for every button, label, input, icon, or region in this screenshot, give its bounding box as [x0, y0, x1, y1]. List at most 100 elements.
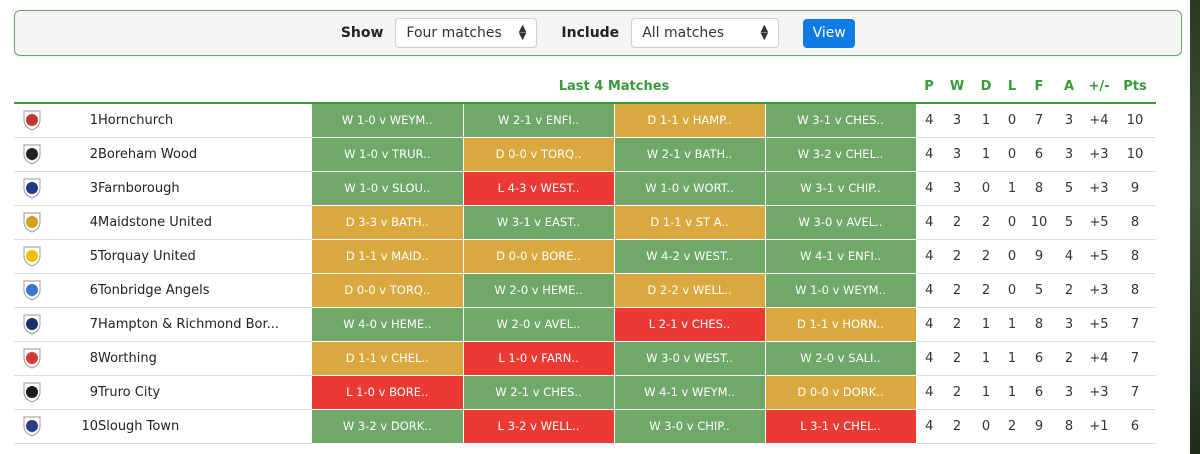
stat-goals-against: 3 [1064, 316, 1074, 332]
stat-played: 4 [925, 418, 934, 434]
stat-won: 3 [952, 180, 962, 196]
match-result[interactable]: W 1-0 v WEYM.. [312, 103, 464, 138]
match-result[interactable]: D 0-0 v BORE.. [463, 239, 615, 274]
stat-drawn: 1 [981, 384, 991, 400]
include-label: Include [561, 25, 620, 41]
stat-header-d[interactable]: D [972, 70, 1000, 104]
match-result[interactable]: L 2-1 v CHES.. [614, 307, 766, 342]
stat-header-w[interactable]: W [942, 70, 972, 104]
match-result[interactable]: W 1-0 v WEYM.. [765, 273, 917, 308]
match-result[interactable]: W 1-0 v SLOU.. [312, 171, 464, 206]
stat-won: 3 [952, 146, 962, 162]
view-button[interactable]: View [803, 18, 856, 48]
table-row[interactable]: 4 Maidstone United D 3-3 v BATH.. W 3-1 v E… [14, 205, 1156, 240]
table-row[interactable]: 7 Hampton & Richmond Bor... W 4-0 v HEME..… [14, 307, 1156, 342]
team-name[interactable]: Hampton & Richmond Bor... [98, 316, 280, 332]
match-result[interactable]: W 1-0 v TRUR.. [312, 137, 464, 172]
team-name[interactable]: Boreham Wood [98, 146, 198, 162]
match-result[interactable]: W 3-1 v CHES.. [765, 103, 917, 138]
match-result[interactable]: D 2-2 v WELL.. [614, 273, 766, 308]
position: 3 [89, 180, 98, 196]
match-result[interactable]: W 3-1 v EAST.. [463, 205, 615, 240]
include-select[interactable]: All matches ▲ ▼ [631, 18, 780, 48]
match-result[interactable]: D 1-1 v CHEL.. [312, 341, 464, 376]
stat-header-a[interactable]: A [1054, 70, 1084, 104]
table-row[interactable]: 6 Tonbridge Angels D 0-0 v TORQ.. W 2-0 v H… [14, 273, 1156, 308]
stat-won: 2 [952, 384, 962, 400]
match-result[interactable]: L 3-1 v CHEL.. [765, 409, 917, 444]
table-row[interactable]: 2 Boreham Wood W 1-0 v TRUR.. D 0-0 v TORQ.… [14, 137, 1156, 172]
stat-header-pts[interactable]: Pts [1114, 70, 1156, 104]
table-row[interactable]: 10 Slough Town W 3-2 v DORK.. L 3-2 v WELL.… [14, 409, 1156, 444]
match-result[interactable]: W 2-1 v CHES.. [463, 375, 615, 410]
team-name[interactable]: Truro City [98, 384, 161, 400]
stat-header-gd[interactable]: +/- [1084, 70, 1114, 104]
club-crest-icon [14, 273, 50, 307]
table-row[interactable]: 3 Farnborough W 1-0 v SLOU.. L 4-3 v WEST..… [14, 171, 1156, 206]
club-crest-icon [14, 239, 50, 273]
team-name[interactable]: Torquay United [98, 248, 196, 264]
team-name[interactable]: Tonbridge Angels [98, 282, 210, 298]
match-result[interactable]: W 2-0 v HEME.. [463, 273, 615, 308]
club-crest-icon [14, 171, 50, 205]
match-result[interactable]: W 3-0 v WEST.. [614, 341, 766, 376]
stat-lost: 1 [1007, 316, 1017, 332]
match-result[interactable]: W 1-0 v WORT.. [614, 171, 766, 206]
match-result[interactable]: L 1-0 v FARN.. [463, 341, 615, 376]
team-name[interactable]: Worthing [98, 350, 157, 366]
position: 7 [89, 316, 98, 332]
table-row[interactable]: 8 Worthing D 1-1 v CHEL.. L 1-0 v FARN.. W 3… [14, 341, 1156, 376]
stat-lost: 0 [1007, 282, 1017, 298]
match-result[interactable]: W 2-1 v ENFI.. [463, 103, 615, 138]
match-result[interactable]: W 3-0 v CHIP.. [614, 409, 766, 444]
stat-goal-difference: +1 [1089, 418, 1109, 434]
match-result[interactable]: W 2-1 v BATH.. [614, 137, 766, 172]
match-result[interactable]: W 3-2 v CHEL.. [765, 137, 917, 172]
stat-goal-difference: +4 [1089, 112, 1109, 128]
match-result[interactable]: D 3-3 v BATH.. [312, 205, 464, 240]
team-name[interactable]: Farnborough [98, 180, 180, 196]
stat-header-p[interactable]: P [916, 70, 942, 104]
stat-goal-difference: +3 [1089, 146, 1109, 162]
match-result[interactable]: W 3-2 v DORK.. [312, 409, 464, 444]
match-result[interactable]: W 3-0 v AVEL.. [765, 205, 917, 240]
match-result[interactable]: D 1-1 v ST A.. [614, 205, 766, 240]
stat-header-l[interactable]: L [1000, 70, 1024, 104]
match-result[interactable]: W 3-1 v CHIP.. [765, 171, 917, 206]
show-select[interactable]: Four matches ▲ ▼ [395, 18, 538, 48]
match-result[interactable]: D 0-0 v TORQ.. [463, 137, 615, 172]
stat-won: 2 [952, 248, 962, 264]
match-result[interactable]: W 4-2 v WEST.. [614, 239, 766, 274]
team-name[interactable]: Slough Town [98, 418, 180, 434]
match-result[interactable]: D 1-1 v MAID.. [312, 239, 464, 274]
team-name[interactable]: Maidstone United [98, 214, 212, 230]
match-result[interactable]: L 3-2 v WELL.. [463, 409, 615, 444]
table-row[interactable]: 1 Hornchurch W 1-0 v WEYM.. W 2-1 v ENFI.. D… [14, 103, 1156, 138]
match-result[interactable]: W 4-1 v WEYM.. [614, 375, 766, 410]
table-row[interactable]: 9 Truro City L 1-0 v BORE.. W 2-1 v CHES.. W… [14, 375, 1156, 410]
stat-won: 2 [952, 418, 962, 434]
stat-points: 7 [1130, 384, 1140, 400]
match-result[interactable]: W 2-0 v AVEL.. [463, 307, 615, 342]
include-select-value: All matches [642, 25, 725, 41]
stat-goals-against: 3 [1064, 384, 1074, 400]
position: 1 [89, 112, 98, 128]
match-result[interactable]: W 4-0 v HEME.. [312, 307, 464, 342]
match-result[interactable]: L 4-3 v WEST.. [463, 171, 615, 206]
match-result[interactable]: D 0-0 v TORQ.. [312, 273, 464, 308]
stat-drawn: 1 [981, 316, 991, 332]
table-row[interactable]: 5 Torquay United D 1-1 v MAID.. D 0-0 v BOR… [14, 239, 1156, 274]
position: 2 [89, 146, 98, 162]
stat-goals-for: 9 [1034, 248, 1044, 264]
match-result[interactable]: W 2-0 v SALI.. [765, 341, 917, 376]
stat-lost: 1 [1007, 180, 1017, 196]
match-result[interactable]: D 1-1 v HAMP.. [614, 103, 766, 138]
match-result[interactable]: D 1-1 v HORN.. [765, 307, 917, 342]
team-name[interactable]: Hornchurch [98, 112, 174, 128]
match-result[interactable]: W 4-1 v ENFI.. [765, 239, 917, 274]
stat-header-f[interactable]: F [1024, 70, 1054, 104]
match-result[interactable]: L 1-0 v BORE.. [312, 375, 464, 410]
league-table: Last 4 Matches P W D L F A +/- Pts 1 Horn… [14, 70, 1156, 444]
stat-lost: 2 [1007, 418, 1017, 434]
match-result[interactable]: D 0-0 v DORK.. [765, 375, 917, 410]
